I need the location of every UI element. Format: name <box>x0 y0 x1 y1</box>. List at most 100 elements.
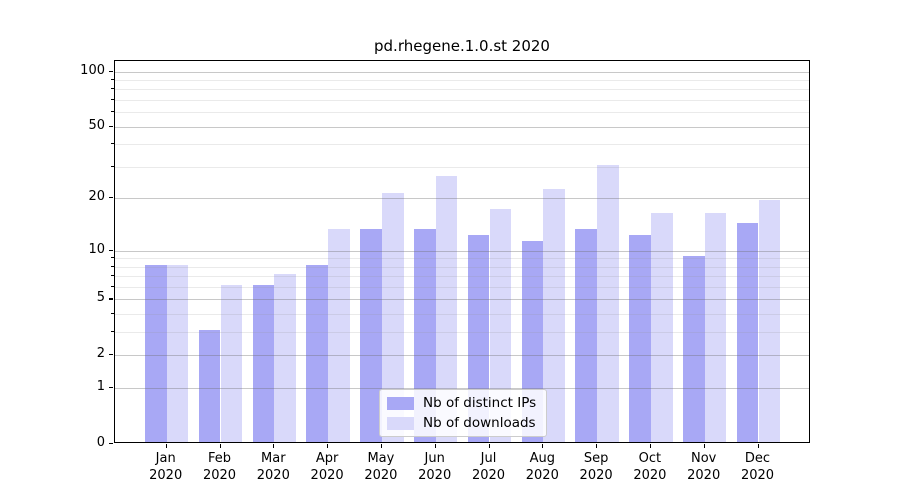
x-tick-label-2: Mar 2020 <box>256 451 290 483</box>
legend-item-downloads: Nb of downloads <box>387 415 536 431</box>
x-tick-3 <box>327 444 329 448</box>
x-tick-label-0: Jan 2020 <box>149 451 183 483</box>
bar-distinct-ips-may-2020 <box>360 229 382 442</box>
x-tick-label-6: Jul 2020 <box>471 451 506 483</box>
y-tick-2 <box>109 354 113 356</box>
x-tick-10 <box>703 444 705 448</box>
bar-downloads-nov-2020 <box>704 213 727 442</box>
y-tick-5 <box>109 298 113 300</box>
gridline-10 <box>115 250 809 252</box>
bar-downloads-may-2020 <box>381 192 404 442</box>
gridline-2 <box>115 355 809 357</box>
x-tick-label-11: Dec 2020 <box>740 451 775 483</box>
x-tick-6 <box>488 444 490 448</box>
x-tick-label-8: Sep 2020 <box>579 451 613 483</box>
x-tick-1 <box>219 444 221 448</box>
bar-distinct-ips-mar-2020 <box>252 284 275 442</box>
x-tick-9 <box>649 444 652 448</box>
bar-downloads-sep-2020 <box>597 164 619 442</box>
x-tick-2 <box>273 444 275 448</box>
y-tick-20 <box>109 197 113 199</box>
bar-distinct-ips-oct-2020 <box>629 235 651 442</box>
y-tick-minor-7 <box>111 275 114 277</box>
y-tick-50 <box>109 125 113 127</box>
y-tick-100 <box>109 70 113 72</box>
bar-distinct-ips-jun-2020 <box>413 229 436 442</box>
bar-distinct-ips-feb-2020 <box>198 330 221 442</box>
x-tick-label-7: Aug 2020 <box>525 451 559 483</box>
y-tick-label-100: 100 <box>80 62 105 78</box>
bar-downloads-feb-2020 <box>220 284 243 442</box>
y-tick-label-50: 50 <box>88 117 105 133</box>
gridline-50 <box>115 126 809 128</box>
y-tick-10 <box>109 249 113 251</box>
y-tick-label-2: 2 <box>96 346 105 362</box>
gridline-20 <box>115 198 809 200</box>
y-tick-minor-30 <box>111 165 114 167</box>
bar-downloads-jun-2020 <box>435 176 458 442</box>
gridline-minor-7 <box>115 276 809 278</box>
y-tick-label-5: 5 <box>96 290 105 306</box>
bar-downloads-jan-2020 <box>166 264 189 442</box>
x-tick-label-9: Oct 2020 <box>633 451 667 483</box>
x-tick-7 <box>542 444 544 448</box>
bar-distinct-ips-sep-2020 <box>575 229 598 442</box>
y-tick-minor-3 <box>111 331 114 333</box>
y-tick-1 <box>109 387 113 389</box>
gridline-minor-60 <box>115 112 809 114</box>
y-tick-minor-90 <box>111 78 114 81</box>
y-tick-minor-80 <box>111 88 114 90</box>
x-tick-5 <box>434 444 436 448</box>
gridline-minor-40 <box>115 144 809 146</box>
bar-downloads-jul-2020 <box>489 208 512 442</box>
bar-downloads-oct-2020 <box>650 213 673 442</box>
bar-distinct-ips-dec-2020 <box>736 223 759 442</box>
x-tick-label-4: May 2020 <box>364 451 398 483</box>
legend: Nb of distinct IPs Nb of downloads <box>379 389 548 437</box>
y-tick-0 <box>109 443 113 445</box>
gridline-minor-3 <box>115 332 809 334</box>
y-tick-minor-9 <box>111 257 114 259</box>
bar-distinct-ips-nov-2020 <box>682 256 705 442</box>
plot-area <box>114 60 810 443</box>
bar-distinct-ips-apr-2020 <box>306 264 329 442</box>
gridline-minor-4 <box>115 314 809 316</box>
y-tick-label-20: 20 <box>88 189 105 205</box>
x-tick-11 <box>757 444 759 448</box>
y-tick-label-1: 1 <box>96 379 105 395</box>
gridline-1 <box>115 388 809 390</box>
gridline-minor-70 <box>115 99 809 101</box>
chart-title: pd.rhegene.1.0.st 2020 <box>374 37 550 55</box>
gridline-minor-9 <box>115 258 809 260</box>
bar-downloads-apr-2020 <box>328 229 350 442</box>
gridline-minor-30 <box>115 166 809 168</box>
y-tick-minor-60 <box>111 111 114 113</box>
legend-item-distinct-ips: Nb of distinct IPs <box>387 395 536 411</box>
gridline-minor-8 <box>115 266 809 268</box>
gridline-5 <box>115 299 809 301</box>
x-tick-4 <box>380 444 383 448</box>
y-tick-minor-40 <box>111 143 114 145</box>
legend-swatch-downloads <box>387 416 414 430</box>
bar-downloads-mar-2020 <box>274 274 297 442</box>
y-tick-minor-70 <box>111 98 114 101</box>
bar-downloads-dec-2020 <box>758 200 781 442</box>
gridline-100 <box>115 71 809 73</box>
y-tick-label-10: 10 <box>88 241 105 257</box>
legend-label-ips: Nb of distinct IPs <box>423 395 537 411</box>
y-tick-minor-8 <box>111 265 114 267</box>
x-tick-8 <box>596 444 598 448</box>
y-tick-minor-4 <box>111 313 114 315</box>
y-tick-minor-6 <box>111 285 114 288</box>
x-tick-label-5: Jun 2020 <box>418 451 452 483</box>
x-tick-0 <box>165 444 167 448</box>
x-tick-label-3: Apr 2020 <box>310 451 344 483</box>
bar-distinct-ips-jan-2020 <box>144 264 167 442</box>
gridline-minor-80 <box>115 89 809 91</box>
gridline-minor-90 <box>115 79 809 81</box>
legend-label-downloads: Nb of downloads <box>423 415 536 431</box>
bar-downloads-aug-2020 <box>543 188 566 442</box>
legend-swatch-ips <box>387 396 414 410</box>
x-tick-label-10: Nov 2020 <box>687 451 721 483</box>
